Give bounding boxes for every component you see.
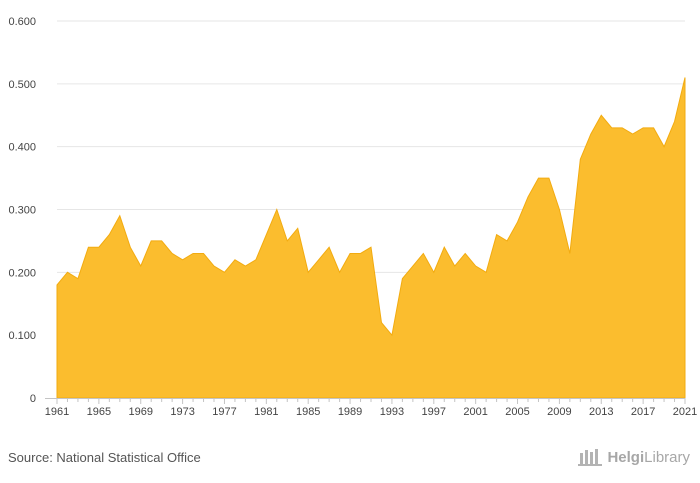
data-point-2002[interactable] — [483, 269, 489, 275]
data-point-1980[interactable] — [253, 257, 259, 263]
x-tick-label: 1981 — [254, 406, 278, 418]
x-tick-label: 1977 — [212, 406, 236, 418]
data-point-2014[interactable] — [609, 125, 615, 131]
data-point-1961[interactable] — [54, 282, 60, 288]
source-note: Source: National Statistical Office — [8, 450, 201, 465]
data-point-1995[interactable] — [410, 263, 416, 269]
data-point-1997[interactable] — [431, 269, 437, 275]
data-point-2013[interactable] — [598, 112, 604, 118]
y-tick-label: 0.600 — [8, 16, 36, 28]
data-point-2005[interactable] — [515, 219, 521, 225]
x-axis — [45, 398, 686, 404]
data-point-2015[interactable] — [619, 125, 625, 131]
data-point-1988[interactable] — [337, 269, 343, 275]
data-point-1975[interactable] — [201, 250, 207, 256]
data-point-2007[interactable] — [535, 175, 541, 181]
data-point-1967[interactable] — [117, 213, 123, 219]
y-tick-label: 0.400 — [8, 142, 36, 154]
data-point-2021[interactable] — [682, 75, 688, 81]
data-point-1993[interactable] — [389, 332, 395, 338]
data-point-1963[interactable] — [75, 276, 81, 282]
data-point-1972[interactable] — [169, 250, 175, 256]
data-point-2020[interactable] — [672, 119, 678, 125]
data-point-1978[interactable] — [232, 257, 238, 263]
library-building-icon — [578, 449, 603, 466]
data-point-1968[interactable] — [127, 244, 133, 250]
data-point-1989[interactable] — [347, 250, 353, 256]
data-point-2011[interactable] — [577, 156, 583, 162]
data-point-1964[interactable] — [85, 244, 91, 250]
area-chart: 0 0.100 0.200 0.300 0.400 0.500 0.600 1961 1965… — [8, 16, 697, 418]
data-point-1994[interactable] — [399, 276, 405, 282]
data-point-2000[interactable] — [462, 250, 468, 256]
data-point-1986[interactable] — [316, 257, 322, 263]
data-point-1984[interactable] — [295, 225, 301, 231]
y-tick-label: 0 — [30, 393, 36, 405]
x-tick-label: 1989 — [338, 406, 362, 418]
data-point-2009[interactable] — [556, 207, 562, 213]
x-tick-label: 2005 — [505, 406, 529, 418]
data-point-1996[interactable] — [420, 250, 426, 256]
data-point-1999[interactable] — [452, 263, 458, 269]
y-tick-label: 0.200 — [8, 267, 36, 279]
data-point-1992[interactable] — [378, 320, 384, 326]
x-tick-label: 1965 — [87, 406, 111, 418]
y-axis-labels: 0 0.100 0.200 0.300 0.400 0.500 0.600 — [8, 16, 36, 405]
data-point-2003[interactable] — [494, 232, 500, 238]
logo-word-library: Library — [644, 448, 690, 466]
logo-word-helgi: Helgi — [607, 448, 645, 466]
data-point-1979[interactable] — [242, 263, 248, 269]
x-tick-label: 2009 — [547, 406, 571, 418]
data-point-2006[interactable] — [525, 194, 531, 200]
data-point-1985[interactable] — [305, 269, 311, 275]
x-axis-labels: 1961 1965 1969 1973 1977 1981 1985 1989 1993 1997… — [45, 406, 697, 418]
data-point-1969[interactable] — [138, 263, 144, 269]
y-tick-label: 0.500 — [8, 79, 36, 91]
data-point-1977[interactable] — [221, 269, 227, 275]
data-point-2019[interactable] — [661, 144, 667, 150]
data-point-2016[interactable] — [630, 131, 636, 137]
data-point-2004[interactable] — [504, 238, 510, 244]
x-tick-label: 2013 — [589, 406, 613, 418]
helgi-library-logo[interactable]: HelgiLibrary — [578, 447, 690, 467]
data-point-1981[interactable] — [263, 232, 269, 238]
data-point-1976[interactable] — [211, 263, 217, 269]
data-point-1983[interactable] — [284, 238, 290, 244]
data-point-1974[interactable] — [190, 250, 196, 256]
x-tick-label: 1997 — [422, 406, 446, 418]
data-point-1998[interactable] — [441, 244, 447, 250]
x-tick-label: 1969 — [128, 406, 152, 418]
data-point-1987[interactable] — [326, 244, 332, 250]
data-point-1965[interactable] — [96, 244, 102, 250]
data-point-2018[interactable] — [651, 125, 657, 131]
data-point-1966[interactable] — [106, 232, 112, 238]
x-tick-label: 1961 — [45, 406, 69, 418]
data-point-2008[interactable] — [546, 175, 552, 181]
data-point-1970[interactable] — [148, 238, 154, 244]
data-point-2001[interactable] — [473, 263, 479, 269]
y-tick-label: 0.100 — [8, 330, 36, 342]
data-point-1990[interactable] — [358, 250, 364, 256]
x-tick-label: 2017 — [631, 406, 655, 418]
y-tick-label: 0.300 — [8, 205, 36, 217]
data-point-1991[interactable] — [368, 244, 374, 250]
data-point-2017[interactable] — [640, 125, 646, 131]
x-tick-label: 1993 — [380, 406, 404, 418]
x-tick-label: 2001 — [463, 406, 487, 418]
area-layer — [54, 75, 688, 399]
data-point-1962[interactable] — [64, 269, 70, 275]
x-tick-label: 2021 — [673, 406, 697, 418]
data-point-2012[interactable] — [588, 131, 594, 137]
x-tick-label: 1973 — [170, 406, 194, 418]
x-tick-label: 1985 — [296, 406, 320, 418]
data-point-1973[interactable] — [180, 257, 186, 263]
data-point-1982[interactable] — [274, 207, 280, 213]
data-point-2010[interactable] — [567, 250, 573, 256]
area-series[interactable] — [56, 77, 686, 399]
data-point-1971[interactable] — [159, 238, 165, 244]
